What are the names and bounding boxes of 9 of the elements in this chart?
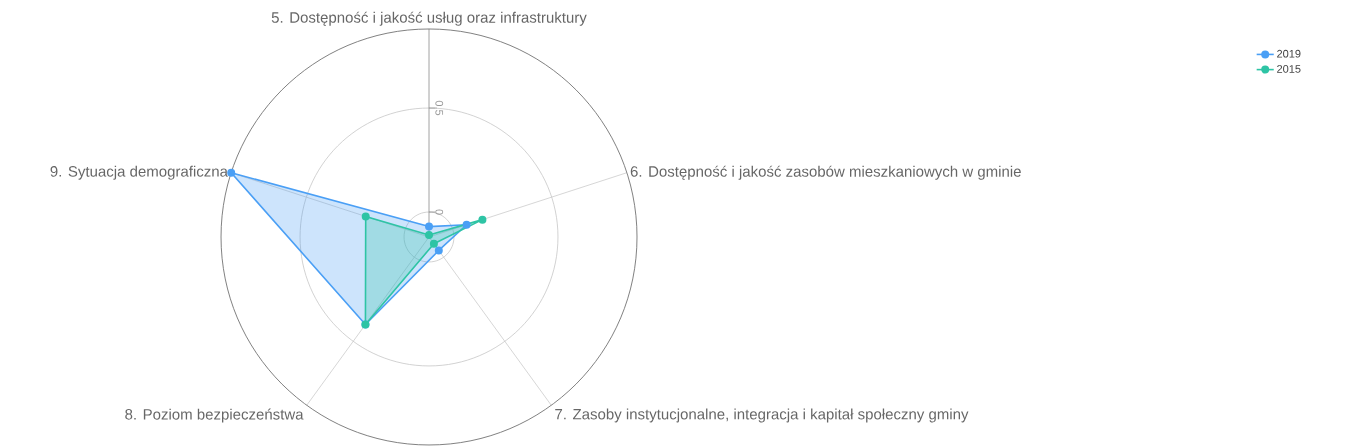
spoke-label: 6. Dostępność i jakość zasobów mieszkaniowych w gminie: [630, 165, 1021, 180]
legend-label: 2015: [1277, 65, 1301, 73]
spoke-label: 9. Sytuacja demograficzna: [50, 165, 228, 180]
spoke-label: 7. Zasoby instytucjonalne, integracja i kapitał społeczny gminy: [555, 408, 969, 423]
spoke-label: 5. Dostępność i jakość usług oraz infrastruktury: [271, 11, 587, 26]
legend-label: 2019: [1277, 49, 1301, 58]
y-tick-label: 0: [435, 209, 444, 215]
spoke-label: 8. Poziom bezpieczeństwa: [125, 408, 304, 423]
y-tick-label: 0.5: [435, 100, 444, 116]
